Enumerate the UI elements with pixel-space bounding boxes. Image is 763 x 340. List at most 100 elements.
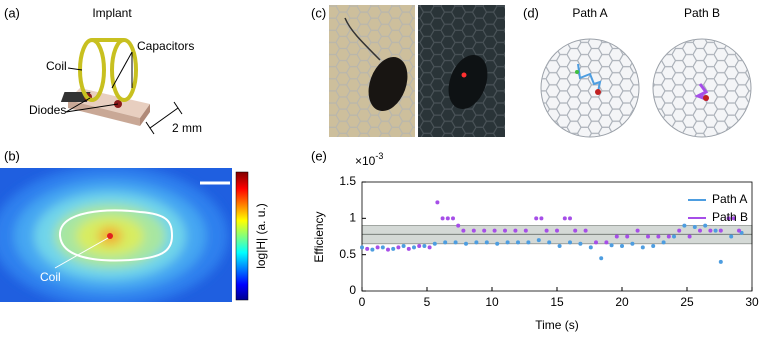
- colorbar: [235, 171, 249, 301]
- point: [534, 216, 539, 221]
- point: [547, 240, 552, 245]
- point: [456, 223, 461, 228]
- point: [640, 245, 645, 250]
- point: [461, 228, 466, 233]
- point: [687, 234, 692, 239]
- point: [713, 228, 718, 233]
- point: [692, 225, 697, 230]
- photo: [329, 5, 505, 137]
- point: [698, 228, 702, 233]
- point: [594, 240, 598, 245]
- colorbar-label: log|H| (a. u.): [254, 203, 268, 269]
- annotation: Diodes: [29, 103, 66, 117]
- point: [731, 216, 736, 221]
- annotation: Coil: [40, 270, 61, 284]
- point: [432, 241, 437, 246]
- y-multiplier-base: ×10: [355, 154, 376, 168]
- point: [484, 240, 489, 245]
- point: [568, 216, 572, 221]
- annotation: Capacitors: [137, 39, 194, 53]
- point: [482, 228, 487, 233]
- point: [375, 245, 380, 250]
- point: [604, 240, 609, 245]
- point: [536, 238, 541, 243]
- annotation: 2 mm: [172, 121, 202, 135]
- x-tick-label: 15: [550, 295, 564, 309]
- point: [370, 247, 375, 252]
- y-tick-label: 1.5: [339, 174, 356, 188]
- x-tick-label: 0: [359, 295, 366, 309]
- point: [682, 223, 687, 228]
- y-tick-label: 0.5: [339, 247, 356, 261]
- x-tick-label: 5: [424, 295, 431, 309]
- point: [737, 228, 741, 233]
- point: [677, 228, 682, 233]
- x-tick-label: 20: [615, 295, 629, 309]
- x-tick-label: 25: [680, 295, 694, 309]
- legend-label: Path A: [712, 192, 747, 206]
- point: [557, 243, 562, 248]
- point: [523, 228, 528, 233]
- annotation: Coil: [46, 59, 67, 73]
- point: [492, 228, 497, 233]
- point: [578, 241, 583, 246]
- point: [451, 216, 455, 221]
- point: [555, 228, 559, 233]
- point: [625, 234, 630, 239]
- point: [635, 228, 640, 233]
- point: [495, 241, 500, 246]
- point: [417, 243, 422, 248]
- x-axis-label: Time (s): [535, 318, 579, 332]
- point: [599, 256, 604, 261]
- point: [583, 228, 588, 233]
- point: [505, 240, 510, 245]
- point: [729, 234, 734, 239]
- point: [609, 243, 614, 248]
- point: [630, 241, 635, 246]
- panel-title: Implant: [92, 6, 132, 20]
- legend-label: Path B: [712, 210, 748, 224]
- point: [427, 245, 432, 250]
- point: [386, 247, 390, 252]
- point: [474, 240, 479, 245]
- scatter-chart: ×10-3 Efficiency Time (s): [312, 151, 579, 332]
- point: [440, 216, 445, 221]
- y-tick-label: 1: [349, 211, 356, 225]
- point: [718, 259, 723, 264]
- panel-label: (b): [4, 148, 20, 163]
- x-tick-label: 10: [485, 295, 499, 309]
- y-multiplier-exp: -3: [375, 151, 383, 161]
- arena: [540, 38, 752, 138]
- point: [573, 228, 578, 233]
- point: [380, 245, 385, 250]
- point: [422, 243, 427, 248]
- point: [646, 234, 650, 239]
- point: [666, 234, 671, 239]
- point: [703, 223, 708, 228]
- point: [620, 243, 624, 248]
- point: [412, 245, 416, 250]
- point: [365, 246, 370, 251]
- implant-drawing: [60, 38, 183, 135]
- point: [445, 216, 450, 221]
- point: [539, 216, 544, 221]
- point: [726, 216, 731, 221]
- panel-title: Path B: [684, 6, 720, 20]
- point: [360, 245, 364, 250]
- point: [651, 243, 656, 248]
- panel-label: (c): [311, 5, 326, 20]
- point: [544, 228, 549, 233]
- panel-title: Path A: [572, 6, 607, 20]
- y-multiplier: ×10-3: [355, 151, 383, 168]
- y-axis-label: Efficiency: [312, 211, 326, 262]
- point: [453, 240, 458, 245]
- heatmap: [0, 168, 232, 302]
- point: [614, 234, 619, 239]
- point: [718, 228, 723, 233]
- point: [401, 243, 406, 248]
- point: [562, 216, 567, 221]
- point: [435, 200, 440, 205]
- point: [443, 240, 448, 245]
- panel-label: (e): [311, 148, 327, 163]
